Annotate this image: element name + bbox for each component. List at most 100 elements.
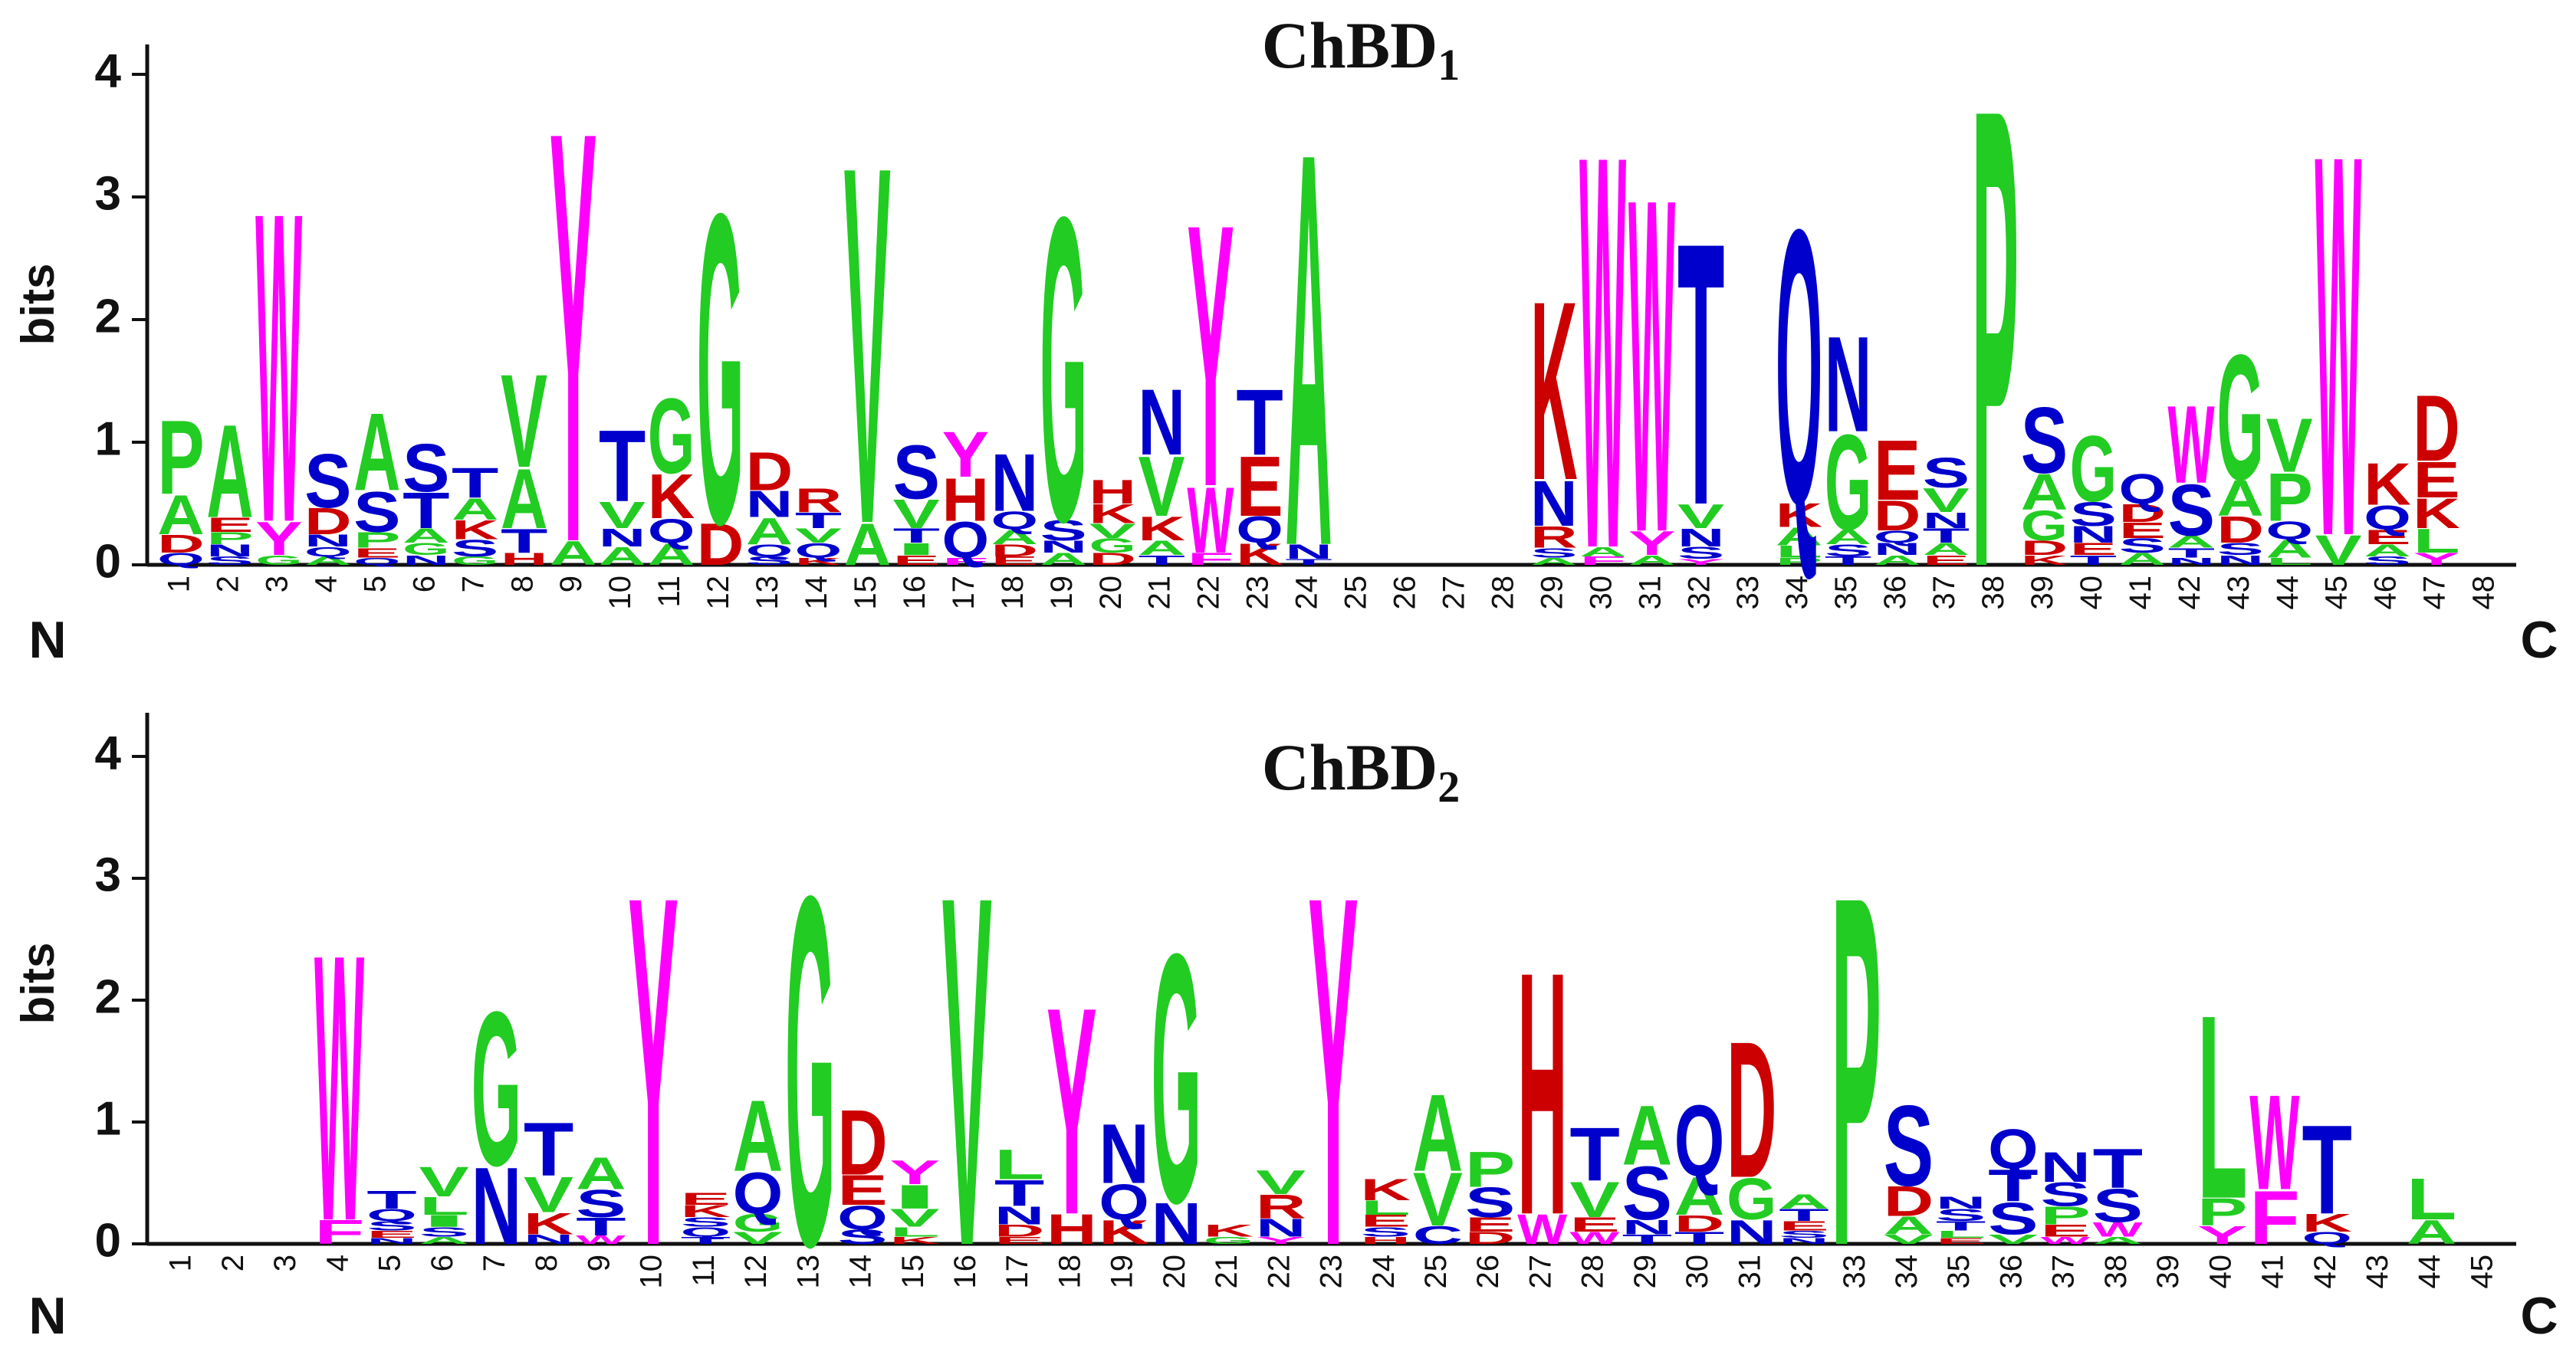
logo-letter: V <box>501 347 547 496</box>
logo-letter: W <box>1579 39 1627 666</box>
logo-letter: N <box>1285 540 1332 563</box>
logo-letter: E <box>2119 518 2166 543</box>
logo-letter: N <box>1936 1193 1986 1212</box>
logo-letter: W <box>2040 1235 2090 1246</box>
y-tick-label: 4 <box>95 727 122 779</box>
logo-letter: A <box>1776 522 1822 550</box>
logo-letter: S <box>893 430 940 515</box>
logo-letter: T <box>599 409 646 523</box>
position-label: 2 <box>212 576 245 592</box>
position-label: 25 <box>1419 1255 1453 1289</box>
y-tick-label: 4 <box>95 44 122 97</box>
logo-letter: Q <box>733 1160 783 1226</box>
logo-letter: T <box>1236 370 1283 475</box>
logo-letter: E <box>1465 1214 1515 1236</box>
logo-letter: P <box>1465 1140 1516 1197</box>
logo-letter: S <box>1360 1224 1410 1239</box>
position-labels: 1 2 3 4 5 6 7 8 9 10 11 12 13 14 15 16 17 18 19 20 21 22 23 24 2… <box>164 1255 2499 1289</box>
logo-letter: Q <box>746 541 793 560</box>
logo-letter: N <box>599 523 646 552</box>
logo-letter: E <box>991 554 1038 567</box>
logo-letter: W <box>1569 1229 1620 1248</box>
logo-letter: G <box>785 793 835 1350</box>
logo-letter: Q <box>1874 528 1921 547</box>
position-label: 3 <box>260 576 294 592</box>
position-labels: 1 2 3 4 5 6 7 8 9 10 11 12 13 14 15 16 17 18 19 20 21 22 23 24 2… <box>163 576 2501 610</box>
logo-letter: N <box>1256 1214 1306 1242</box>
logo-letter: T <box>1138 553 1184 568</box>
logo-letter: K <box>1138 510 1184 548</box>
position-label: 21 <box>1210 1255 1244 1289</box>
logo-letter: V <box>1923 482 1970 520</box>
logo-letter: T <box>1923 524 1970 547</box>
logo-letter: V <box>2315 527 2362 574</box>
position-label: 7 <box>478 1255 511 1271</box>
logo-letter: K <box>1776 497 1822 534</box>
position-label: 35 <box>1942 1255 1976 1289</box>
logo-letter: A <box>991 526 1038 549</box>
position-label: 43 <box>2361 1255 2394 1289</box>
logo-letter: V <box>419 1158 468 1206</box>
logo-letter: S <box>402 430 449 506</box>
n-terminus-label: N <box>28 611 66 669</box>
logo-letter: P <box>1972 0 2019 704</box>
logo-letter: W <box>255 121 303 615</box>
logo-letter: K <box>1236 537 1283 572</box>
logo-letter: K <box>2021 553 2068 568</box>
logo-letter: T <box>1825 554 1871 567</box>
logo-letter: T <box>1569 1111 1619 1197</box>
position-label: 46 <box>2369 576 2403 610</box>
logo-letter: Q <box>1776 149 1822 586</box>
logo-letter: T <box>1285 557 1332 566</box>
logo-letter: A <box>2168 533 2215 552</box>
logo-letter: A <box>2119 550 2166 569</box>
position-label: 20 <box>1158 1255 1191 1289</box>
logo-letter: L <box>419 1192 468 1220</box>
logo-letter: F <box>1187 550 1234 569</box>
logo-letter: N <box>1874 540 1921 559</box>
logo-letter: S <box>1825 541 1871 560</box>
logo-letter: A <box>576 1149 626 1199</box>
position-label: 5 <box>373 1255 407 1271</box>
logo-letter: A <box>1779 1190 1829 1212</box>
logo-letter: K <box>452 514 498 545</box>
position-label: 13 <box>751 576 784 610</box>
logo-letter: Y <box>1046 946 1096 1277</box>
position-label: 40 <box>2075 576 2108 610</box>
logo-letter: T <box>893 524 941 547</box>
logo-letter: S <box>353 480 400 544</box>
logo-letter: T <box>1988 1160 2039 1212</box>
logo-letter: E <box>1360 1212 1410 1231</box>
logo-letter: N <box>991 438 1038 528</box>
logo-letter: A <box>1579 544 1626 559</box>
logo-letter: Q <box>1988 1118 2038 1180</box>
logo-letter: W <box>2249 1068 2299 1218</box>
logo-letter: P <box>353 528 400 553</box>
logo-letter: Q <box>157 550 204 569</box>
logo-letter: K <box>2302 1209 2351 1238</box>
position-label: 14 <box>844 1255 878 1289</box>
position-label: 37 <box>2047 1255 2081 1289</box>
logo-letter: V <box>1138 439 1184 534</box>
logo-letter: G <box>1825 406 1871 559</box>
logo-letter: A <box>402 524 449 547</box>
logo-letter: V <box>795 524 842 547</box>
position-label: 7 <box>456 576 490 592</box>
logo-letter: S <box>2040 1176 2090 1213</box>
logo-letter: A <box>2364 541 2410 560</box>
logo-letter: N <box>1138 371 1184 475</box>
logo-letter: S <box>576 1182 626 1225</box>
logo-letter: E <box>1874 423 1921 518</box>
logo-letter: G <box>2021 502 2068 550</box>
position-label: 33 <box>1731 576 1765 610</box>
position-label: 43 <box>2222 576 2256 610</box>
logo-letter: S <box>1530 546 1577 561</box>
panel-title-subscript: 1 <box>1438 40 1460 90</box>
logo-letter: T <box>1677 165 1724 583</box>
position-label: 34 <box>1890 1255 1924 1289</box>
logo-letter: L <box>2407 1166 2456 1232</box>
logo-letter: T <box>994 1173 1044 1214</box>
